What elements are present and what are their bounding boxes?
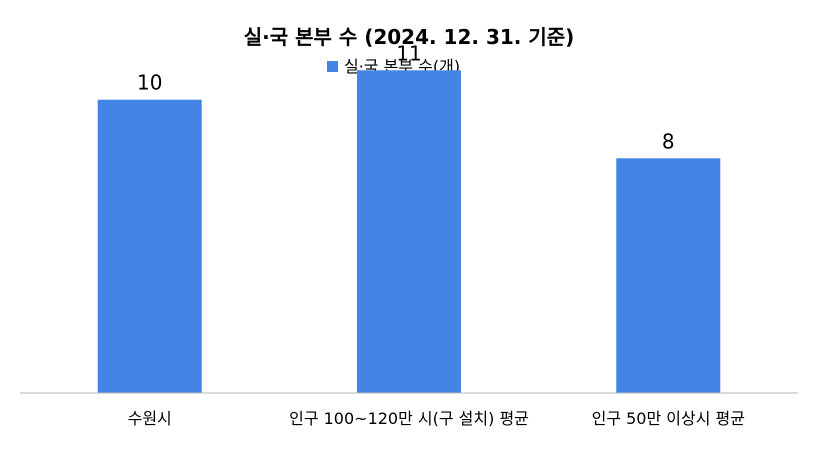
legend-swatch [327, 61, 338, 72]
bar-group [97, 70, 721, 394]
data-label: 11 [396, 41, 421, 65]
x-tick-label: 수원시 [128, 409, 172, 428]
x-tick-label: 인구 100~120만 시(구 설치) 평균 [289, 409, 529, 428]
bar [97, 99, 202, 393]
data-label: 8 [662, 129, 675, 153]
chart-title: 실·국 본부 수 (2024. 12. 31. 기준) [244, 25, 575, 49]
x-tick-label: 인구 50만 이상시 평균 [592, 409, 745, 428]
bar [357, 70, 461, 394]
bar [616, 158, 721, 393]
x-axis-tick-labels: 수원시 인구 100~120만 시(구 설치) 평균 인구 50만 이상시 평균 [128, 409, 745, 428]
data-label: 10 [137, 71, 162, 95]
data-labels: 10 11 8 [137, 41, 675, 153]
